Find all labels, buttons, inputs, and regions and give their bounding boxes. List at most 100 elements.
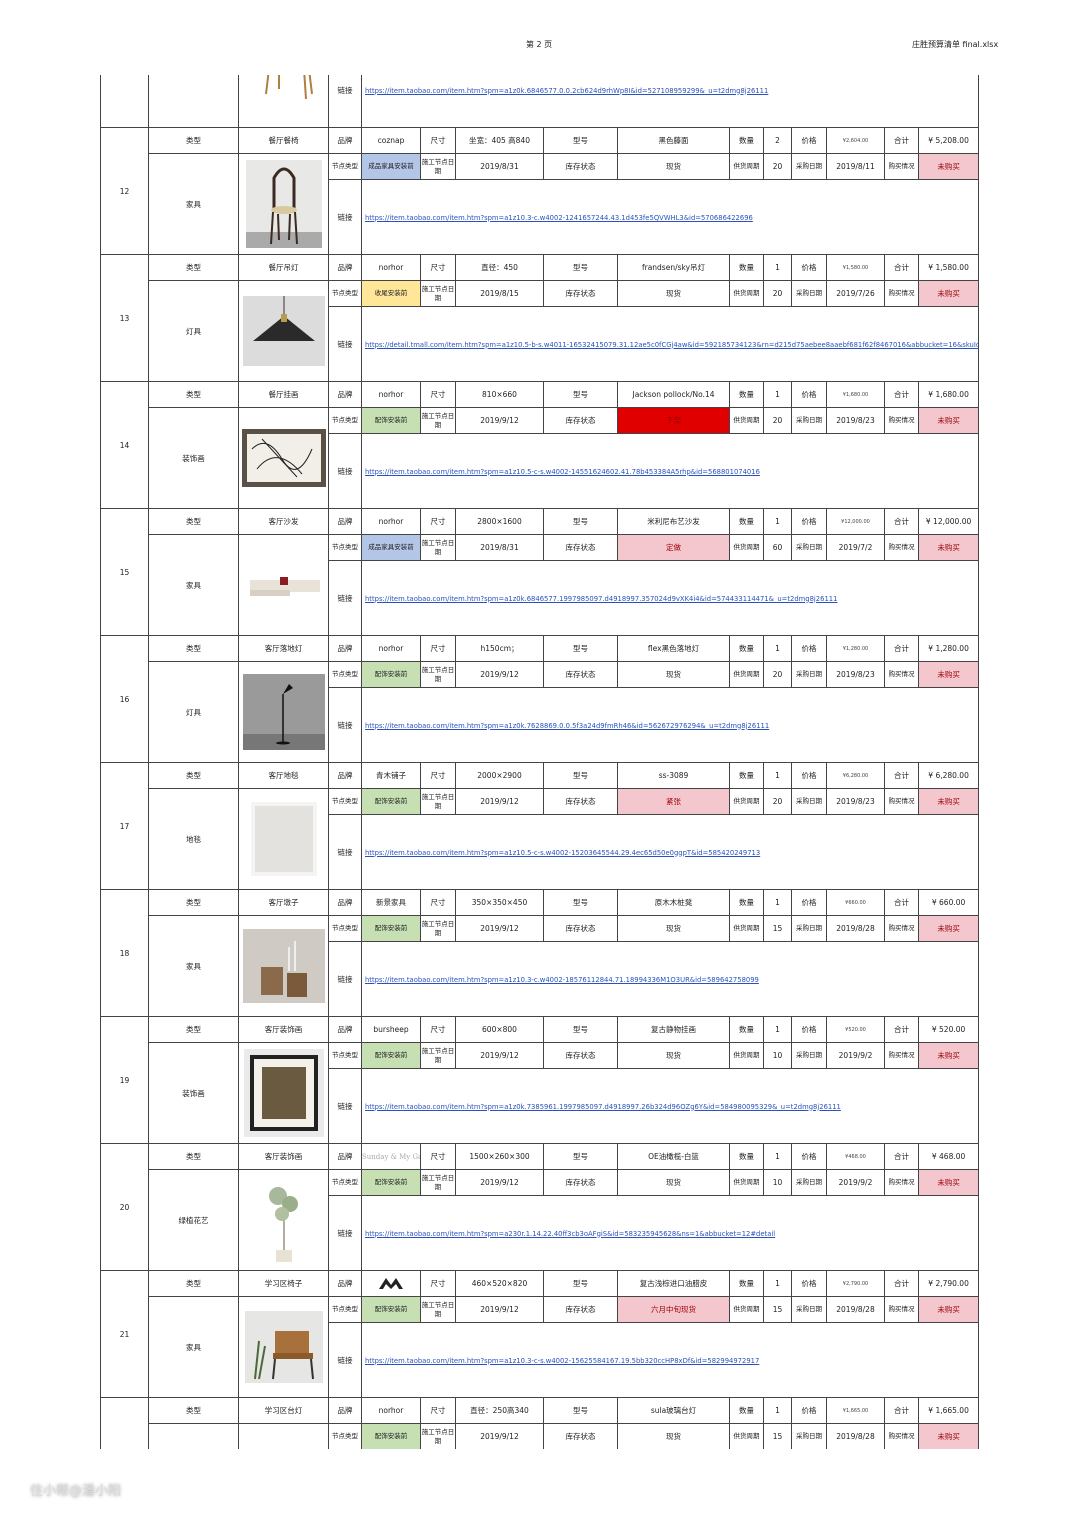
total-label: 合计 xyxy=(884,889,919,916)
model-label: 型号 xyxy=(543,127,618,154)
rug-image xyxy=(250,802,317,876)
type-label: 类型 xyxy=(148,1143,239,1170)
item-image xyxy=(238,661,329,763)
table-row: 链接 https://item.taobao.com/item.htm?spm=a… xyxy=(101,687,979,763)
size-value: 350×350×450 xyxy=(455,889,544,916)
stock-label: 库存状态 xyxy=(543,534,618,561)
item-image xyxy=(238,534,329,636)
supply-value: 15 xyxy=(763,1423,792,1449)
supply-value: 20 xyxy=(763,280,792,307)
item-number: 14 xyxy=(100,381,149,509)
table-row: 节点类型 配饰安装前 施工节点日期 2019/9/12 库存状态 现货 供货周期 15 采购… xyxy=(101,1423,979,1449)
supply-label: 供货周期 xyxy=(729,1042,764,1069)
item-image xyxy=(238,1169,329,1271)
buy-date-label: 采购日期 xyxy=(791,1423,827,1449)
item-name: 客厅装饰画 xyxy=(238,1016,329,1043)
item-image xyxy=(238,75,329,128)
purchase-status-badge: 未购买 xyxy=(917,153,979,180)
supply-value: 20 xyxy=(763,661,792,688)
product-link[interactable]: https://item.taobao.com/item.htm?spm=a1z… xyxy=(365,86,769,95)
table-row: 链接 https://item.taobao.com/item.htm?spm=a… xyxy=(101,433,979,509)
buy-date-value: 2019/8/11 xyxy=(826,153,885,180)
purchase-status-badge: 未购买 xyxy=(917,1169,979,1196)
brand-value: norhor xyxy=(361,381,421,408)
armchair-image xyxy=(244,1311,323,1383)
purchase-status-badge: 未购买 xyxy=(917,1042,979,1069)
product-link[interactable]: https://item.taobao.com/item.htm?spm=a1z… xyxy=(365,1356,760,1365)
product-link[interactable]: https://item.taobao.com/item.htm?spm=a1z… xyxy=(365,1102,841,1111)
table-row: 16 类型 客厅落地灯 品牌 norhor 尺寸 h150cm； 型号 flex黑色落地灯数… xyxy=(100,635,979,763)
olive-tree-image xyxy=(253,1174,314,1266)
product-link[interactable]: https://item.taobao.com/item.htm?spm=a1z… xyxy=(365,467,760,476)
node-type-value: 收尾安装前 xyxy=(361,280,421,307)
type-label: 类型 xyxy=(148,889,239,916)
table-row: 链接 https://item.taobao.com/item.htm?spm=a… xyxy=(101,1322,979,1398)
node-date-value: 2019/9/12 xyxy=(455,1169,544,1196)
model-label: 型号 xyxy=(543,381,618,408)
item-category: 装饰画 xyxy=(148,1042,239,1144)
table-row: 家具 节点类型 成品家具安装前 施工节点日期 2019/8/31 库存状态 定做 供货周… xyxy=(101,534,979,636)
item-category: 灯具 xyxy=(148,280,239,382)
qty-label: 数量 xyxy=(729,1397,764,1424)
node-type-label: 节点类型 xyxy=(328,1296,362,1323)
supply-label: 供货周期 xyxy=(729,661,764,688)
product-link[interactable]: https://item.taobao.com/item.htm?spm=a1z… xyxy=(365,721,770,730)
watermark: 住小帮@潘小阳 xyxy=(30,1484,122,1499)
table-row: 12 类型 餐厅餐椅 品牌 coznap 尺寸 坐宽：405 高840 型号 黑色藤面 数量 2… xyxy=(100,127,979,255)
node-date-value: 2019/8/31 xyxy=(455,153,544,180)
node-date-value: 2019/9/12 xyxy=(455,407,544,434)
price-label: 价格 xyxy=(791,635,827,662)
buy-date-value: 2019/8/23 xyxy=(826,788,885,815)
item-category: 地毯 xyxy=(148,788,239,890)
price-value: ¥12,000.00 xyxy=(826,508,885,535)
link-label: 链接 xyxy=(328,1195,362,1271)
table-row: 链接 https://detail.tmall.com/item.htm?spm=… xyxy=(101,306,979,382)
brand-value: coznap xyxy=(361,127,421,154)
brand-label: 品牌 xyxy=(328,635,362,662)
price-value: ¥468.00 xyxy=(826,1143,885,1170)
item-category: 绿植花艺 xyxy=(148,1169,239,1271)
buy-status-label: 购买情况 xyxy=(884,280,919,307)
node-type-label: 节点类型 xyxy=(328,788,362,815)
item-category: 家具 xyxy=(148,915,239,1017)
buy-date-label: 采购日期 xyxy=(791,1296,827,1323)
table-row: 链接 https://item.taobao.com/item.htm?spm=a… xyxy=(101,1068,979,1144)
table-row: 类型 学习区台灯 品牌 norhor 尺寸 直径：250高340 型号 sula玻璃台灯 数量… xyxy=(100,1397,979,1449)
model-value: 米利尼布艺沙发 xyxy=(617,508,730,535)
qty-value: 1 xyxy=(763,1143,792,1170)
file-name: 庄胜预算清单 final.xlsx xyxy=(912,40,999,49)
stock-label: 库存状态 xyxy=(543,1423,618,1449)
brand-label: 品牌 xyxy=(328,127,362,154)
stool-image xyxy=(242,929,325,1003)
item-category: 家具 xyxy=(148,534,239,636)
qty-label: 数量 xyxy=(729,635,764,662)
chair-legs-image xyxy=(264,75,313,100)
total-value: ¥ 1,580.00 xyxy=(917,254,979,281)
product-link[interactable]: https://item.taobao.com/item.htm?spm=a1z… xyxy=(365,594,838,603)
node-date-label: 施工节点日期 xyxy=(420,1042,456,1069)
budget-sheet: 家具 链接 https://item.taobao.com/item.htm?s… xyxy=(100,75,979,1449)
product-link[interactable]: https://item.taobao.com/item.htm?spm=a1z… xyxy=(365,848,761,857)
node-type-label: 节点类型 xyxy=(328,1423,362,1449)
brand-logo xyxy=(361,1270,421,1297)
product-link[interactable]: https://item.taobao.com/item.htm?spm=a23… xyxy=(365,1229,776,1238)
type-label: 类型 xyxy=(148,127,239,154)
item-name: 客厅装饰画 xyxy=(238,1143,329,1170)
qty-label: 数量 xyxy=(729,381,764,408)
buy-date-value: 2019/8/23 xyxy=(826,407,885,434)
product-link[interactable]: https://item.taobao.com/item.htm?spm=a1z… xyxy=(365,975,759,984)
price-label: 价格 xyxy=(791,1016,827,1043)
supply-label: 供货周期 xyxy=(729,1169,764,1196)
size-value: 直径：450 xyxy=(455,254,544,281)
purchase-status-badge: 未购买 xyxy=(917,280,979,307)
price-value: ¥1,680.00 xyxy=(826,381,885,408)
product-link[interactable]: https://detail.tmall.com/item.htm?spm=a1… xyxy=(365,340,979,349)
link-label: 链接 xyxy=(328,941,362,1017)
product-link[interactable]: https://item.taobao.com/item.htm?spm=a1z… xyxy=(365,213,753,222)
size-label: 尺寸 xyxy=(420,1270,456,1297)
supply-label: 供货周期 xyxy=(729,788,764,815)
size-value: 2800×1600 xyxy=(455,508,544,535)
total-label: 合计 xyxy=(884,1270,919,1297)
qty-label: 数量 xyxy=(729,889,764,916)
